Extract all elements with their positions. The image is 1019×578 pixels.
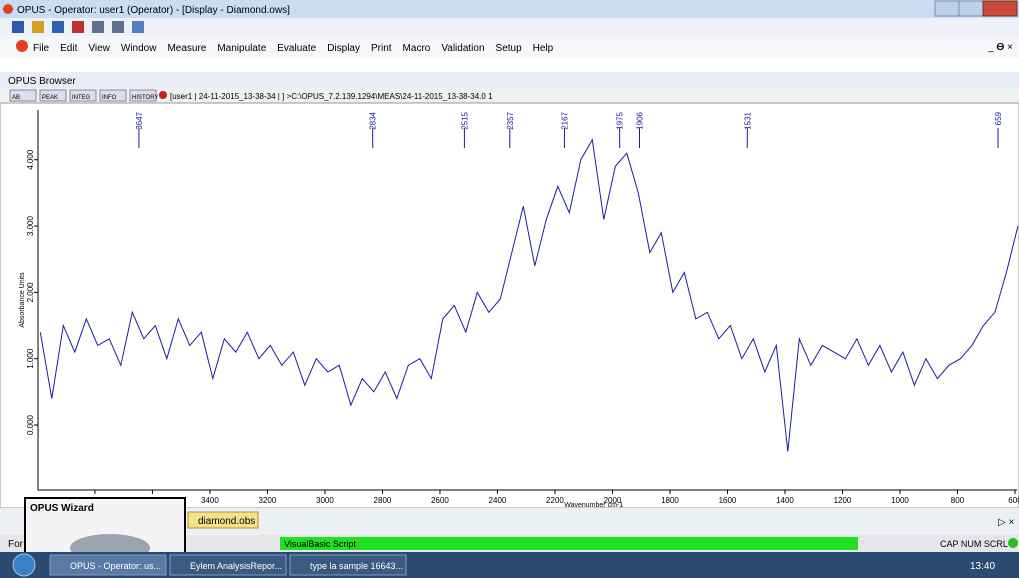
x-tick-label: 3000 <box>316 496 334 505</box>
browser-button[interactable] <box>69 89 97 102</box>
y-tick-label: 0.000 <box>26 414 35 435</box>
tool-icon[interactable] <box>12 21 24 33</box>
menu-item[interactable]: Window <box>121 43 157 54</box>
x-tick-label: 1600 <box>719 496 737 505</box>
y-tick-label: 4.000 <box>26 149 35 170</box>
maximize-button[interactable] <box>958 0 984 17</box>
script-label: VisualBasic Script <box>284 539 356 549</box>
peak-label: 1906 <box>635 111 644 129</box>
x-tick-label: 2200 <box>546 496 564 505</box>
app-icon <box>3 4 13 14</box>
doc-tab[interactable] <box>187 511 259 529</box>
x-tick-label: 1400 <box>776 496 794 505</box>
menu-bar <box>0 36 1019 58</box>
red-dot <box>159 91 167 99</box>
x-tick-label: 3400 <box>201 496 219 505</box>
menu-item[interactable]: Print <box>371 43 392 54</box>
browser-button[interactable] <box>129 89 157 102</box>
browser-button-label: INFO <box>102 95 117 101</box>
window-title: OPUS - Operator: user1 (Operator) - [Dis… <box>17 5 290 16</box>
minimize-button[interactable] <box>934 0 960 17</box>
x-tick-label: 2000 <box>604 496 622 505</box>
plot-frame <box>0 102 1019 509</box>
key-status: CAP NUM SCRL <box>940 539 1008 549</box>
y-tick-label: 3.000 <box>26 216 35 237</box>
status-left: For <box>8 539 24 550</box>
task-button[interactable] <box>289 554 407 576</box>
browser-button-label: HISTORY <box>132 95 158 101</box>
browser-button-label: PEAK <box>42 95 58 101</box>
tab-nav[interactable]: ▷ × <box>998 517 1014 528</box>
browser-button-label: AB <box>12 95 20 101</box>
task-label: Eylem AnalysisRepor... <box>190 561 282 571</box>
x-tick-label: 2400 <box>489 496 507 505</box>
browser-button-label: INTEG <box>72 95 91 101</box>
peak-label: 659 <box>994 111 1003 125</box>
peak-label: 2515 <box>460 111 469 129</box>
clock: 13:40 <box>970 561 995 572</box>
x-axis-label: Wavenumber cm-1 <box>564 502 623 509</box>
start-button[interactable] <box>12 553 36 577</box>
tool-icon[interactable] <box>92 21 104 33</box>
menu-item[interactable]: File <box>33 43 50 54</box>
peak-label: 2834 <box>369 111 378 129</box>
peak-label: 3647 <box>135 111 144 129</box>
y-tick-label: 2.000 <box>26 282 35 303</box>
x-tick-label: 2800 <box>374 496 392 505</box>
menu-item[interactable]: Help <box>533 43 554 54</box>
close-button[interactable] <box>982 0 1018 17</box>
menu-icon <box>16 40 28 52</box>
peak-label: 1531 <box>743 111 752 129</box>
menu-item[interactable]: Validation <box>441 43 484 54</box>
task-label: OPUS - Operator: us... <box>70 561 161 571</box>
menu-item[interactable]: Display <box>327 43 360 54</box>
tool-icon[interactable] <box>52 21 64 33</box>
browser-button[interactable] <box>39 89 67 102</box>
mdi-controls[interactable]: _ 𝚯 × <box>987 42 1013 53</box>
task-label: type la sample 16643... <box>310 561 403 571</box>
browser-label: OPUS Browser <box>8 76 76 87</box>
menu-item[interactable]: Evaluate <box>277 43 316 54</box>
x-tick-label: 600 <box>1008 496 1019 505</box>
title-bar <box>0 0 1019 18</box>
tool-icon[interactable] <box>32 21 44 33</box>
tool-icon[interactable] <box>132 21 144 33</box>
menu-item[interactable]: Macro <box>403 43 431 54</box>
y-axis-label: Absorbance Units <box>19 272 26 328</box>
tool-icon[interactable] <box>72 21 84 33</box>
browser-path: [user1 | 24-11-2015_13-38-34 | ] >C:\OPU… <box>170 92 493 101</box>
peak-label: 2357 <box>506 111 515 129</box>
doc-tab-label: diamond.obs <box>198 516 255 527</box>
browser-header <box>0 72 1019 88</box>
x-tick-label: 1800 <box>661 496 679 505</box>
task-button[interactable] <box>169 554 287 576</box>
peak-label: 1975 <box>616 111 625 129</box>
browser-button[interactable] <box>99 89 127 102</box>
menu-item[interactable]: Manipulate <box>217 43 266 54</box>
x-tick-label: 800 <box>951 496 965 505</box>
spectrum-line <box>39 138 1019 452</box>
browser-tabs <box>0 88 1019 103</box>
x-tick-label: 2600 <box>431 496 449 505</box>
menu-item[interactable]: View <box>88 43 110 54</box>
menu-item[interactable]: Measure <box>167 43 206 54</box>
toolbar <box>0 18 1019 36</box>
script-progress <box>280 537 858 550</box>
status-led <box>1008 538 1018 548</box>
browser-button[interactable] <box>9 89 37 102</box>
tool-icon[interactable] <box>112 21 124 33</box>
x-tick-label: 3200 <box>259 496 277 505</box>
x-tick-label: 1200 <box>834 496 852 505</box>
peak-label: 2167 <box>560 111 569 129</box>
menu-item[interactable]: Edit <box>60 43 77 54</box>
task-button[interactable] <box>49 554 167 576</box>
y-tick-label: 1.000 <box>26 348 35 369</box>
menu-item[interactable]: Setup <box>496 43 523 54</box>
wizard-title: OPUS Wizard <box>30 503 94 514</box>
x-tick-label: 1000 <box>891 496 909 505</box>
